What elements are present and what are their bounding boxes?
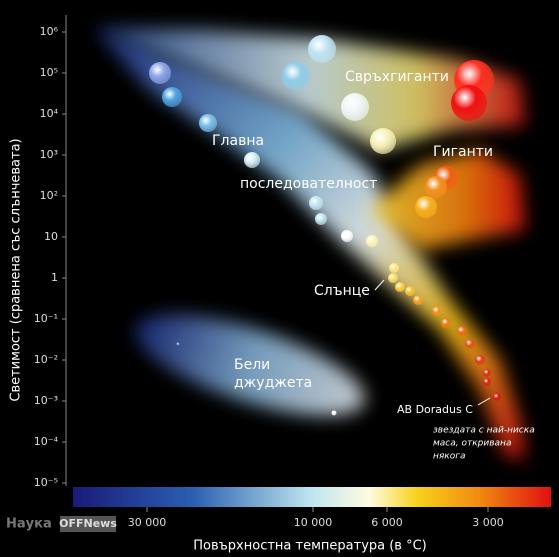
- star: [483, 369, 491, 377]
- region-label: Свръхгиганти: [345, 69, 449, 85]
- star: [465, 339, 475, 349]
- site: OFFNews: [59, 517, 117, 530]
- y-tick-label: 10⁵: [40, 66, 58, 79]
- note-line: маса, откривана: [433, 439, 511, 449]
- x-tick-label: 3 000: [472, 516, 504, 529]
- y-tick-label: 10: [44, 230, 58, 243]
- star-label: AB Doradus C: [397, 403, 473, 416]
- y-axis-label: Светимост (сравнена със слънчевата): [9, 138, 24, 401]
- star: [493, 393, 501, 401]
- region-label: последователност: [240, 176, 377, 192]
- x-tick-label: 30 000: [128, 516, 167, 529]
- star: [341, 230, 353, 242]
- y-axis: 10⁶ 10⁵ 10⁴ 10³ 10² 10 1 10⁻¹ 10⁻² 10⁻³ 10⁻⁴ 10⁻⁵ С…: [9, 15, 67, 489]
- star: [149, 62, 171, 84]
- watermark: Наука OFFNews: [6, 516, 117, 532]
- x-tick-label: 6 000: [371, 516, 403, 529]
- y-tick-label: 10⁻³: [34, 394, 58, 407]
- pointer: [477, 397, 491, 406]
- star: [341, 93, 369, 121]
- star: [315, 213, 327, 225]
- star: [308, 35, 336, 63]
- star: [451, 85, 487, 121]
- brand: Наука: [6, 517, 52, 532]
- star: [483, 378, 491, 386]
- pointer: [374, 279, 385, 291]
- glows: [95, 28, 525, 460]
- star: [388, 273, 398, 283]
- note: звездата с най-ниска маса, откривана няк…: [433, 426, 535, 462]
- note-line: някога: [433, 452, 465, 462]
- site-box: [60, 516, 116, 532]
- star: [199, 114, 217, 132]
- y-tick-label: 10⁻⁵: [34, 476, 58, 489]
- star: [331, 410, 337, 416]
- sun-label: Слънце: [314, 283, 370, 299]
- region-label: Гиганти: [433, 144, 493, 160]
- star: [282, 62, 310, 90]
- star: [441, 318, 451, 328]
- note-line: звездата с най-ниска: [433, 426, 535, 436]
- region-label: джуджета: [234, 375, 312, 391]
- star: [395, 282, 405, 292]
- y-tick-label: 10⁶: [40, 25, 59, 38]
- star: [415, 196, 437, 218]
- star: [176, 342, 180, 346]
- star: [425, 176, 447, 198]
- y-ticks: 10⁶ 10⁵ 10⁴ 10³ 10² 10 1 10⁻¹ 10⁻² 10⁻³ 10⁻⁴ 10⁻⁵: [34, 25, 66, 489]
- y-tick-label: 1: [51, 271, 58, 284]
- y-tick-label: 10⁴: [40, 107, 59, 120]
- y-tick-label: 10⁻⁴: [34, 435, 59, 448]
- star: [162, 87, 182, 107]
- star: [432, 306, 442, 316]
- star: [366, 235, 378, 247]
- y-tick-label: 10²: [40, 189, 58, 202]
- x-axis-label: Повърхностна температура (в °C): [193, 539, 427, 554]
- star: [370, 128, 396, 154]
- y-tick-label: 10⁻²: [34, 353, 58, 366]
- star: [244, 152, 260, 168]
- x-tick-label: 10 000: [294, 516, 333, 529]
- y-tick-label: 10⁻¹: [34, 312, 58, 325]
- star: [475, 355, 485, 365]
- region-label: Бели: [234, 357, 270, 373]
- star: [389, 263, 399, 273]
- star: [457, 326, 467, 336]
- region-label: Главна: [212, 133, 264, 149]
- x-ticks: 30 000 10 000 6 000 3 000: [128, 507, 504, 529]
- temperature-bar: [73, 487, 551, 507]
- star: [309, 196, 323, 210]
- star: [405, 286, 415, 296]
- star: [413, 295, 423, 305]
- y-tick-label: 10³: [40, 148, 58, 161]
- stars: [149, 35, 501, 416]
